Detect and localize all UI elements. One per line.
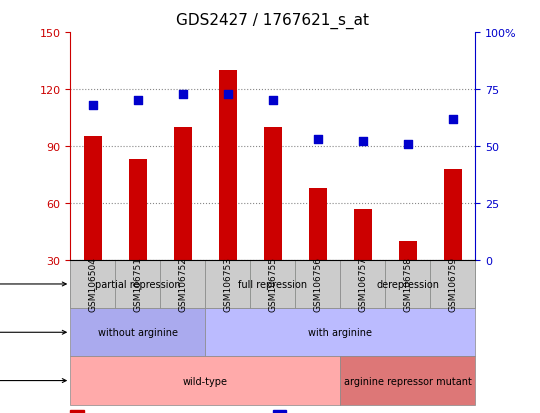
Bar <box>399 241 417 260</box>
Bar <box>354 209 372 260</box>
Bar <box>174 128 192 260</box>
Text: GSM106758: GSM106758 <box>403 257 412 312</box>
Bar <box>129 160 147 260</box>
Text: percentile rank within the sample: percentile rank within the sample <box>295 412 460 413</box>
Point <box>359 139 367 145</box>
FancyBboxPatch shape <box>295 260 340 309</box>
FancyBboxPatch shape <box>340 356 475 405</box>
Text: GSM106504: GSM106504 <box>88 257 97 312</box>
FancyBboxPatch shape <box>205 309 475 356</box>
Text: GSM106756: GSM106756 <box>313 257 322 312</box>
Point <box>133 98 142 104</box>
FancyBboxPatch shape <box>385 260 430 309</box>
Text: genotype/variation: genotype/variation <box>0 376 66 386</box>
Text: GSM106751: GSM106751 <box>133 257 142 312</box>
Text: without arginine: without arginine <box>98 328 178 337</box>
Point <box>224 91 232 98</box>
FancyBboxPatch shape <box>430 260 475 309</box>
Text: GSM106759: GSM106759 <box>448 257 457 312</box>
FancyBboxPatch shape <box>115 260 160 309</box>
Bar <box>70 410 84 413</box>
Bar <box>264 128 282 260</box>
Point <box>178 91 187 98</box>
Text: GSM106752: GSM106752 <box>178 257 187 312</box>
Bar <box>84 137 102 260</box>
Point <box>403 141 412 147</box>
Text: derepression: derepression <box>376 279 439 289</box>
FancyBboxPatch shape <box>70 356 340 405</box>
Bar <box>444 169 462 260</box>
Bar <box>309 188 327 260</box>
Text: count: count <box>93 412 120 413</box>
FancyBboxPatch shape <box>160 260 205 309</box>
Text: other: other <box>0 279 66 289</box>
Text: GSM106753: GSM106753 <box>223 257 232 312</box>
FancyBboxPatch shape <box>70 260 115 309</box>
FancyBboxPatch shape <box>205 260 250 309</box>
FancyBboxPatch shape <box>70 309 205 356</box>
Text: wild-type: wild-type <box>183 376 228 386</box>
Text: GSM106755: GSM106755 <box>268 257 277 312</box>
FancyBboxPatch shape <box>70 260 205 309</box>
Title: GDS2427 / 1767621_s_at: GDS2427 / 1767621_s_at <box>176 13 369 29</box>
FancyBboxPatch shape <box>340 260 475 309</box>
Text: partial repression: partial repression <box>95 279 180 289</box>
Point <box>268 98 277 104</box>
Text: growth protocol: growth protocol <box>0 328 66 337</box>
Text: with arginine: with arginine <box>308 328 372 337</box>
Text: arginine repressor mutant: arginine repressor mutant <box>344 376 471 386</box>
Bar <box>219 71 237 260</box>
Point <box>89 102 97 109</box>
FancyBboxPatch shape <box>250 260 295 309</box>
FancyBboxPatch shape <box>205 260 340 309</box>
Point <box>448 116 457 123</box>
Text: GSM106757: GSM106757 <box>358 257 367 312</box>
Text: full repression: full repression <box>238 279 307 289</box>
FancyBboxPatch shape <box>340 260 385 309</box>
Bar <box>273 410 286 413</box>
Point <box>313 136 322 143</box>
